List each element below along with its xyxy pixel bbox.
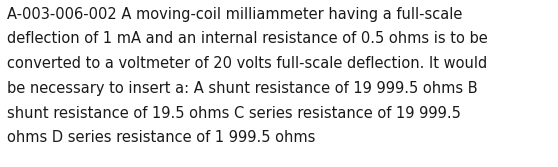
Text: shunt resistance of 19.5 ohms C series resistance of 19 999.5: shunt resistance of 19.5 ohms C series r… bbox=[7, 106, 460, 121]
Text: deflection of 1 mA and an internal resistance of 0.5 ohms is to be: deflection of 1 mA and an internal resis… bbox=[7, 31, 488, 46]
Text: ohms D series resistance of 1 999.5 ohms: ohms D series resistance of 1 999.5 ohms bbox=[7, 130, 315, 145]
Text: A-003-006-002 A moving-coil milliammeter having a full-scale: A-003-006-002 A moving-coil milliammeter… bbox=[7, 7, 462, 22]
Text: converted to a voltmeter of 20 volts full-scale deflection. It would: converted to a voltmeter of 20 volts ful… bbox=[7, 56, 487, 71]
Text: be necessary to insert a: A shunt resistance of 19 999.5 ohms B: be necessary to insert a: A shunt resist… bbox=[7, 81, 477, 96]
